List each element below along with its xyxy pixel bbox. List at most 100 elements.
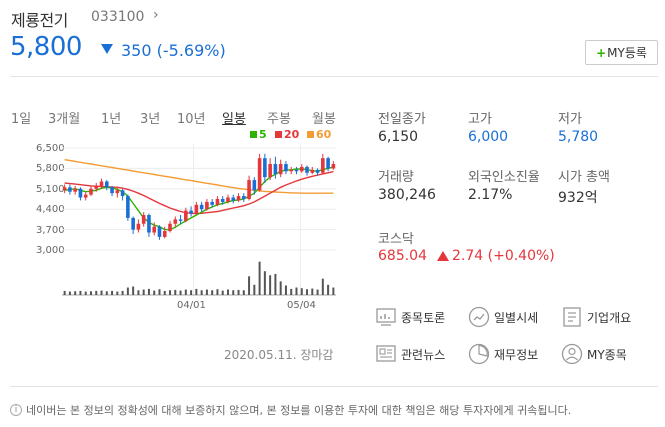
volume-bar (258, 261, 261, 295)
link-label: 관련뉴스 (401, 347, 446, 362)
volume-bar (263, 271, 266, 295)
volume-bar (95, 290, 98, 295)
link-company[interactable]: 기업개요 (561, 306, 631, 328)
user-icon (561, 343, 583, 365)
link-news[interactable]: 관련뉴스 (375, 343, 445, 365)
y-tick: 3,700 (36, 225, 65, 236)
my-register-button[interactable]: + MY등록 (585, 40, 658, 65)
chevron-right-icon[interactable]: › (153, 7, 159, 23)
volume-bar (279, 281, 282, 295)
volume-bar (74, 291, 77, 295)
y-tick: 3,000 (36, 245, 65, 256)
candle-body (115, 190, 120, 194)
volume-bar (105, 291, 108, 295)
stat-value-low: 5,780 (558, 129, 599, 145)
candle-body (205, 201, 209, 210)
volume-bar (311, 288, 314, 295)
volume-bar (290, 288, 293, 295)
candle-body (152, 226, 157, 233)
candle-body (257, 158, 262, 191)
stat-value-volume: 380,246 (378, 187, 436, 203)
candle-body (147, 215, 151, 233)
volume-bar (211, 290, 214, 295)
stat-label-high: 고가 (468, 112, 492, 127)
stat-value-market-cap: 932억 (558, 190, 598, 206)
x-tick: 04/01 (177, 300, 206, 311)
volume-bar (306, 289, 309, 295)
link-my-stocks[interactable]: MY종목 (561, 343, 627, 365)
stat-value-foreign: 2.17% (468, 187, 513, 203)
kosdaq-label: 코스닥 (378, 232, 414, 247)
volume-bar (142, 289, 145, 295)
link-label: MY종목 (587, 347, 627, 362)
plus-icon: + (596, 45, 607, 60)
candle-body (83, 194, 88, 198)
candle-body (73, 188, 77, 192)
candle-body (78, 188, 83, 198)
candle-body (268, 164, 272, 178)
volume-bar (68, 291, 71, 295)
candle-body (199, 204, 204, 210)
tab-3m[interactable]: 3개월 (48, 112, 81, 127)
tab-3y[interactable]: 3년 (140, 112, 161, 127)
tab-10y[interactable]: 10년 (177, 112, 206, 127)
link-finance[interactable]: 재무정보 (468, 343, 538, 365)
volume-bar (190, 290, 193, 295)
tab-1y[interactable]: 1년 (101, 112, 122, 127)
candle-body (247, 180, 251, 199)
stat-label-low: 저가 (558, 112, 582, 127)
my-register-label: MY등록 (607, 46, 647, 60)
legend-ma60: 60 (307, 128, 331, 141)
current-price: 5,800 (10, 32, 82, 62)
candle-body (162, 231, 167, 237)
company-icon (563, 307, 581, 327)
candle-body (131, 217, 135, 230)
volume-bar (284, 285, 287, 295)
candle-body (94, 185, 99, 189)
candle-body (321, 158, 325, 173)
candle-body (305, 166, 309, 173)
tab-1d[interactable]: 1일 (11, 112, 32, 127)
volume-bar (174, 289, 177, 295)
y-tick: 4,400 (36, 204, 65, 215)
volume-bar (137, 290, 140, 295)
candle-body (289, 169, 294, 172)
link-label: 일별시세 (494, 310, 539, 325)
volume-bar (184, 289, 187, 295)
news-icon (376, 345, 396, 362)
stat-label-volume: 거래량 (378, 170, 414, 185)
volume-bar (274, 273, 277, 295)
legend-ma20: 20 (275, 128, 299, 141)
stat-value-high: 6,000 (468, 129, 509, 145)
stock-name[interactable]: 제룡전기 (11, 11, 68, 30)
candle-body (62, 187, 67, 191)
tab-weekly[interactable]: 주봉 (267, 112, 291, 127)
link-daily-price[interactable]: 일별시세 (468, 306, 538, 328)
volume-bar (327, 284, 330, 295)
candle-body (331, 164, 336, 169)
candle-body (273, 164, 278, 175)
volume-bar (153, 290, 156, 295)
candle-body (252, 180, 257, 191)
kosdaq-value: 685.04 (378, 248, 427, 264)
candle-body (231, 197, 236, 201)
volume-bar (200, 290, 203, 295)
volume-bar (63, 290, 66, 295)
volume-bar (232, 290, 235, 295)
link-discussion[interactable]: 종목토론 (375, 306, 445, 328)
volume-bar (321, 278, 324, 295)
candle-body (299, 166, 304, 172)
candle-body (294, 169, 299, 172)
candle-body (168, 223, 172, 232)
ma5-line (64, 166, 334, 231)
tab-daily[interactable]: 일봉 (222, 112, 246, 127)
tab-monthly[interactable]: 월봉 (312, 112, 336, 127)
y-tick: 5,100 (36, 184, 65, 195)
discussion-icon (376, 308, 396, 326)
stock-code[interactable]: 033100 (91, 9, 145, 25)
candle-body (136, 223, 141, 230)
volume-bar (121, 290, 124, 295)
info-icon: i (10, 404, 22, 416)
volume-bar (253, 284, 256, 295)
